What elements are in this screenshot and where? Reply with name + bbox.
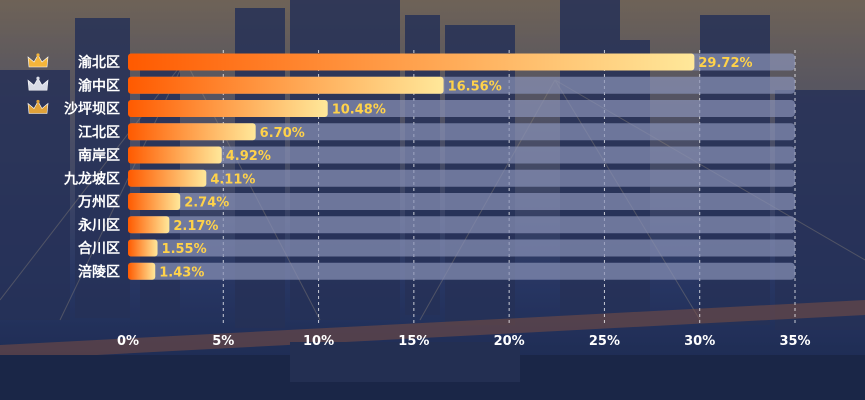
x-tick-label: 10% bbox=[303, 334, 334, 349]
crown-gold-icon bbox=[27, 53, 49, 68]
category-label: 渝北区 bbox=[78, 54, 120, 71]
x-tick-label: 5% bbox=[212, 334, 234, 349]
x-tick-label: 0% bbox=[117, 334, 139, 349]
bar-track bbox=[128, 216, 795, 234]
x-axis-ticks: 0% 5% 10% 15% 20% 25% 30% 35% bbox=[117, 334, 811, 349]
value-label: 10.48% bbox=[332, 103, 386, 118]
bar bbox=[128, 53, 695, 71]
bar bbox=[128, 169, 207, 187]
crown-silver-icon bbox=[27, 76, 49, 91]
category-label: 涪陵区 bbox=[78, 263, 120, 280]
category-label: 永川区 bbox=[77, 217, 120, 234]
bar bbox=[128, 193, 181, 210]
bar-track bbox=[128, 262, 795, 280]
value-label: 4.11% bbox=[210, 172, 255, 187]
bar bbox=[128, 216, 170, 234]
x-tick-label: 15% bbox=[398, 334, 429, 349]
bar-track bbox=[128, 193, 795, 210]
bar-track bbox=[128, 146, 795, 164]
value-label: 1.43% bbox=[159, 265, 204, 280]
bar bbox=[128, 146, 222, 164]
x-tick-label: 25% bbox=[589, 334, 620, 349]
x-tick-label: 35% bbox=[779, 334, 810, 349]
bars bbox=[128, 53, 695, 280]
bar-track bbox=[128, 169, 795, 187]
x-gridlines bbox=[222, 50, 796, 326]
value-label: 2.74% bbox=[184, 196, 229, 211]
bar-track bbox=[128, 239, 795, 257]
crown-bronze-icon bbox=[27, 99, 49, 114]
rank-crowns bbox=[27, 53, 49, 114]
value-label: 16.56% bbox=[448, 79, 502, 94]
category-label: 渝中区 bbox=[78, 77, 120, 94]
bar bbox=[128, 123, 256, 141]
category-label: 沙坪坝区 bbox=[64, 102, 120, 118]
category-label: 万州区 bbox=[77, 195, 120, 211]
value-label: 6.70% bbox=[260, 126, 305, 141]
bar bbox=[128, 100, 328, 117]
value-label: 29.72% bbox=[698, 56, 752, 71]
bar bbox=[128, 76, 444, 94]
value-label: 4.92% bbox=[226, 149, 271, 164]
value-label: 2.17% bbox=[173, 219, 218, 234]
x-tick-label: 30% bbox=[684, 334, 715, 349]
bar bbox=[128, 262, 156, 280]
category-label: 合川区 bbox=[78, 240, 120, 257]
x-tick-label: 20% bbox=[494, 334, 525, 349]
value-labels: 29.72% 16.56% 10.48% 6.70% 4.92% 4.11% 2.74% 2.… bbox=[159, 56, 752, 280]
value-label: 1.55% bbox=[162, 242, 207, 257]
category-label: 九龙坡区 bbox=[63, 170, 120, 187]
category-label: 南岸区 bbox=[78, 147, 120, 164]
category-label: 江北区 bbox=[78, 124, 120, 141]
bar-track bbox=[128, 123, 795, 141]
bar bbox=[128, 239, 158, 257]
